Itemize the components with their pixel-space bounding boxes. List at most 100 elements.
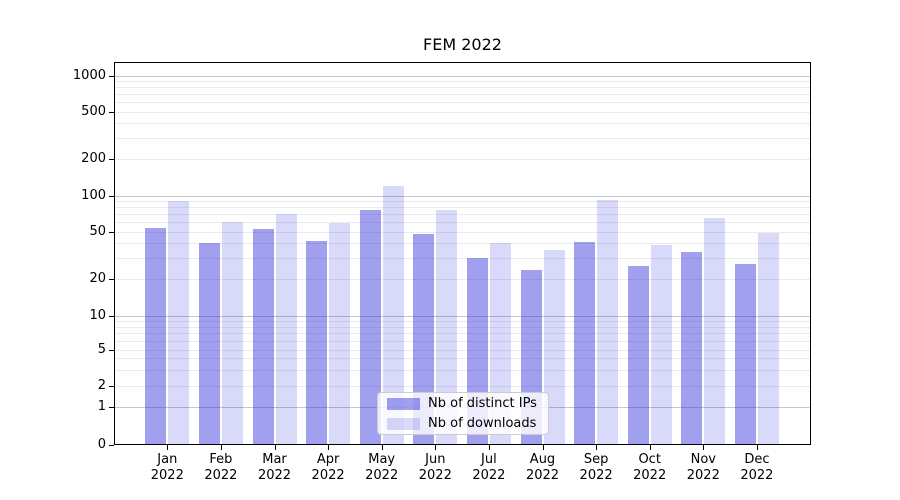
x-tick-mark <box>703 445 705 450</box>
major-gridline <box>114 315 811 317</box>
minor-gridline <box>114 231 811 233</box>
bar-downloads <box>597 199 619 445</box>
x-tick-month: Nov <box>690 452 716 467</box>
legend: Nb of distinct IPs Nb of downloads <box>377 392 549 435</box>
x-tick-label: Sep 2022 <box>566 452 626 484</box>
minor-gridline <box>114 87 811 89</box>
bar-downloads <box>221 222 243 445</box>
bar-downloads <box>650 244 672 445</box>
bar-distinct-ips <box>252 228 274 445</box>
bar-layer <box>114 62 811 445</box>
legend-label-downloads: Nb of downloads <box>428 415 537 431</box>
x-tick-month: Dec <box>744 452 770 467</box>
legend-swatch-downloads <box>387 417 420 430</box>
y-tick-mark <box>109 75 114 77</box>
major-gridline <box>114 195 811 197</box>
y-tick-label: 1 <box>97 399 106 414</box>
y-tick-mark <box>109 315 114 317</box>
x-tick-label: Apr 2022 <box>298 452 358 484</box>
minor-gridline <box>114 159 811 161</box>
x-tick-month: Sep <box>583 452 609 467</box>
y-tick-label: 50 <box>89 223 106 239</box>
minor-gridline <box>114 327 811 328</box>
legend-label-distinct-ips: Nb of distinct IPs <box>428 395 537 411</box>
minor-gridline <box>114 102 811 104</box>
x-tick-mark <box>220 445 222 450</box>
x-tick-month: Jun <box>425 452 446 467</box>
minor-gridline <box>114 94 811 96</box>
y-tick-label: 0 <box>97 437 106 452</box>
y-tick-mark <box>109 279 114 281</box>
x-tick-month: May <box>368 452 396 467</box>
x-tick-mark <box>596 445 598 450</box>
x-tick-year: 2022 <box>365 468 399 483</box>
bar-downloads <box>704 217 726 445</box>
x-tick-mark <box>649 445 651 450</box>
x-tick-year: 2022 <box>257 468 292 483</box>
x-tick-year: 2022 <box>525 468 560 483</box>
minor-gridline <box>114 258 811 260</box>
y-tick-mark <box>109 407 114 408</box>
minor-gridline <box>114 333 811 334</box>
x-tick-label: Aug 2022 <box>513 452 573 484</box>
x-tick-year: 2022 <box>633 468 667 483</box>
x-tick-label: Nov 2022 <box>673 452 733 484</box>
x-tick-mark <box>542 445 544 450</box>
x-tick-year: 2022 <box>472 468 506 483</box>
x-tick-mark <box>756 445 758 450</box>
x-tick-label: Feb 2022 <box>191 452 251 484</box>
bar-downloads <box>757 232 779 445</box>
minor-gridline <box>114 200 811 202</box>
legend-row: Nb of downloads <box>378 414 548 433</box>
minor-gridline <box>114 321 811 322</box>
x-tick-year: 2022 <box>579 468 613 483</box>
y-tick-label: 100 <box>81 187 106 203</box>
y-tick-mark <box>109 111 114 113</box>
x-tick-month: Apr <box>316 452 340 467</box>
x-tick-month: Mar <box>262 452 287 467</box>
minor-gridline <box>114 80 811 82</box>
x-tick-year: 2022 <box>204 468 238 483</box>
y-tick-label: 500 <box>81 103 106 119</box>
x-tick-label: Jun 2022 <box>405 452 465 484</box>
x-tick-label: Jan 2022 <box>137 452 197 484</box>
minor-gridline <box>114 123 811 125</box>
minor-gridline <box>114 214 811 216</box>
bar-distinct-ips <box>145 227 167 445</box>
minor-gridline <box>114 207 811 209</box>
minor-gridline <box>114 341 811 342</box>
minor-gridline <box>114 370 811 371</box>
x-tick-year: 2022 <box>418 468 452 483</box>
bar-downloads <box>436 210 458 445</box>
bar-downloads <box>329 222 351 445</box>
y-tick-label: 5 <box>97 342 106 357</box>
x-tick-mark <box>328 445 330 450</box>
y-tick-mark <box>109 195 114 197</box>
grid-layer <box>114 62 811 445</box>
x-tick-mark <box>488 445 490 450</box>
bar-distinct-ips <box>306 240 328 445</box>
x-tick-label: Jul 2022 <box>459 452 519 484</box>
x-tick-month: Oct <box>638 452 661 467</box>
minor-gridline <box>114 358 811 359</box>
bar-distinct-ips <box>681 251 703 445</box>
x-tick-label: Oct 2022 <box>620 452 680 484</box>
y-tick-label: 200 <box>81 151 106 167</box>
x-tick-mark <box>435 445 437 450</box>
y-tick-label: 20 <box>89 271 106 287</box>
chart-title: FEM 2022 <box>423 35 502 54</box>
bar-distinct-ips <box>359 210 381 445</box>
legend-swatch-distinct-ips <box>387 397 420 410</box>
x-tick-year: 2022 <box>311 468 345 483</box>
x-tick-label: Mar 2022 <box>245 452 305 484</box>
x-tick-mark <box>381 445 383 450</box>
bar-downloads <box>382 185 404 445</box>
x-tick-month: Jul <box>481 452 497 467</box>
minor-gridline <box>114 222 811 224</box>
y-tick-mark <box>109 445 114 446</box>
y-tick-label: 1000 <box>72 67 106 83</box>
bar-distinct-ips <box>198 243 220 445</box>
major-gridline <box>114 75 811 77</box>
y-tick-label: 2 <box>97 378 106 393</box>
